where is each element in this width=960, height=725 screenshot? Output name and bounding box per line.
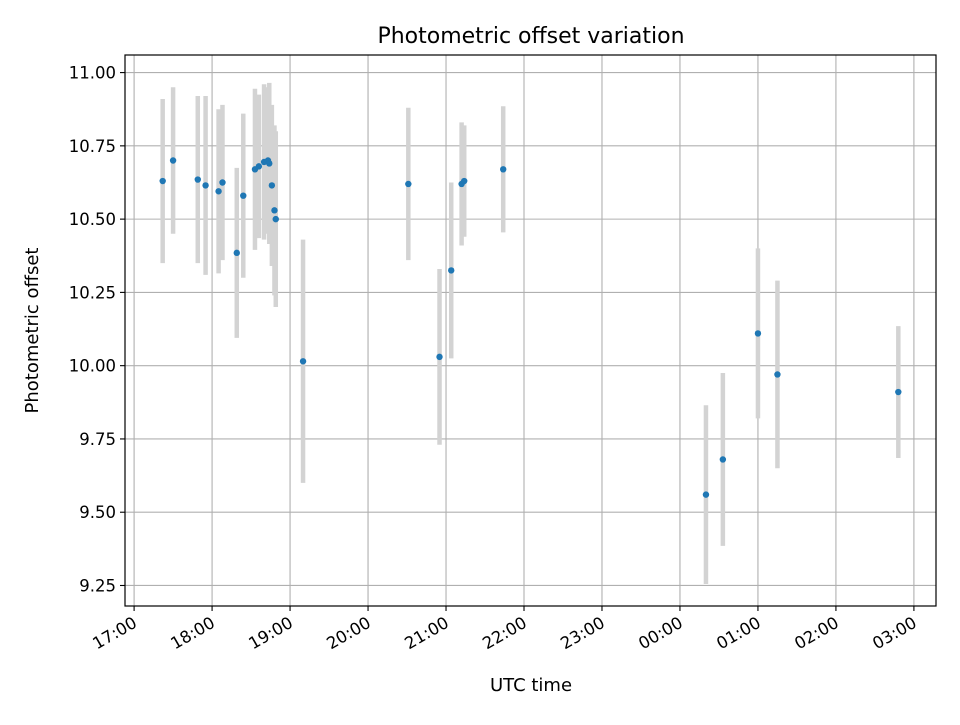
y-tick-label: 9.25 bbox=[79, 576, 116, 595]
data-point bbox=[169, 157, 177, 164]
plot-frame bbox=[124, 54, 937, 607]
data-point bbox=[702, 491, 710, 498]
data-point bbox=[159, 177, 166, 185]
grid-lines bbox=[125, 55, 936, 606]
data-point bbox=[202, 182, 209, 189]
x-axis-label: UTC time bbox=[490, 675, 572, 696]
data-point bbox=[754, 330, 762, 337]
data-point bbox=[895, 388, 902, 396]
y-tick-label: 10.75 bbox=[69, 137, 116, 156]
data-point bbox=[255, 163, 263, 170]
data-points bbox=[159, 157, 902, 498]
data-point bbox=[215, 188, 222, 195]
data-point bbox=[448, 267, 455, 274]
data-point bbox=[194, 176, 201, 183]
data-point bbox=[299, 358, 307, 365]
data-point bbox=[774, 371, 781, 378]
data-point bbox=[268, 182, 276, 189]
data-point bbox=[500, 166, 507, 173]
y-tick-label: 10.50 bbox=[69, 210, 116, 229]
y-tick-label: 9.75 bbox=[79, 430, 116, 449]
y-axis-label: Photometric offset bbox=[22, 248, 43, 414]
data-point bbox=[436, 353, 443, 361]
data-point bbox=[271, 207, 278, 214]
data-point bbox=[219, 179, 226, 186]
data-point bbox=[272, 215, 279, 223]
y-tick-label: 9.50 bbox=[79, 503, 116, 522]
y-axis-ticks: 9.25 9.50 9.75 10.00 10.25 10.50 10.75 11.00 bbox=[69, 64, 125, 595]
y-tick-label: 10.25 bbox=[69, 283, 116, 302]
data-point bbox=[240, 192, 247, 199]
data-point bbox=[233, 249, 240, 257]
y-tick-label: 11.00 bbox=[69, 64, 116, 83]
data-point bbox=[719, 456, 727, 463]
data-point bbox=[266, 160, 273, 167]
data-point bbox=[461, 177, 468, 185]
data-point bbox=[405, 180, 412, 188]
y-tick-label: 10.00 bbox=[69, 357, 116, 376]
chart-title: Photometric offset variation bbox=[377, 24, 684, 49]
